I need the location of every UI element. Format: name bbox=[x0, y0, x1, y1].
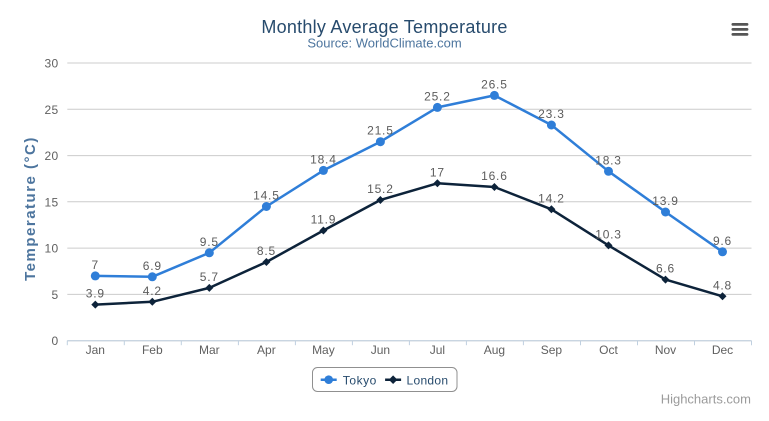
svg-text:26.5: 26.5 bbox=[481, 77, 508, 91]
svg-text:London: London bbox=[407, 373, 449, 387]
svg-text:Jul: Jul bbox=[430, 343, 445, 357]
svg-text:7: 7 bbox=[92, 258, 99, 272]
svg-text:Aug: Aug bbox=[484, 343, 505, 357]
svg-text:17: 17 bbox=[430, 165, 445, 179]
svg-text:4.2: 4.2 bbox=[143, 284, 162, 298]
svg-text:8.5: 8.5 bbox=[257, 244, 276, 258]
svg-text:16.6: 16.6 bbox=[481, 169, 508, 183]
svg-text:15: 15 bbox=[45, 195, 59, 209]
svg-text:0: 0 bbox=[52, 334, 59, 348]
svg-text:5.7: 5.7 bbox=[200, 270, 219, 284]
svg-text:Apr: Apr bbox=[257, 343, 276, 357]
svg-text:25: 25 bbox=[45, 103, 59, 117]
svg-text:10.3: 10.3 bbox=[595, 227, 622, 241]
svg-text:Highcharts.com: Highcharts.com bbox=[661, 392, 751, 407]
svg-text:23.3: 23.3 bbox=[538, 107, 565, 121]
svg-text:18.3: 18.3 bbox=[595, 153, 622, 167]
svg-text:Oct: Oct bbox=[599, 343, 618, 357]
svg-text:3.9: 3.9 bbox=[86, 287, 105, 301]
svg-text:21.5: 21.5 bbox=[367, 124, 394, 138]
svg-text:18.4: 18.4 bbox=[310, 152, 337, 166]
svg-text:10: 10 bbox=[45, 242, 59, 256]
svg-text:Source: WorldClimate.com: Source: WorldClimate.com bbox=[307, 36, 461, 51]
svg-text:4.8: 4.8 bbox=[713, 278, 732, 292]
svg-text:14.2: 14.2 bbox=[538, 191, 565, 205]
svg-text:Tokyo: Tokyo bbox=[343, 373, 377, 387]
svg-text:Mar: Mar bbox=[199, 343, 220, 357]
svg-text:15.2: 15.2 bbox=[367, 182, 394, 196]
svg-text:14.5: 14.5 bbox=[253, 189, 280, 203]
svg-text:Jun: Jun bbox=[371, 343, 390, 357]
svg-text:Temperature (°C): Temperature (°C) bbox=[22, 136, 39, 281]
svg-text:30: 30 bbox=[45, 57, 59, 71]
svg-text:9.5: 9.5 bbox=[200, 235, 219, 249]
svg-text:9.6: 9.6 bbox=[713, 234, 732, 248]
svg-text:Nov: Nov bbox=[655, 343, 676, 357]
svg-text:Jan: Jan bbox=[86, 343, 105, 357]
svg-text:20: 20 bbox=[45, 149, 59, 163]
svg-text:6.6: 6.6 bbox=[656, 262, 675, 276]
svg-text:Dec: Dec bbox=[712, 343, 733, 357]
svg-text:13.9: 13.9 bbox=[652, 194, 679, 208]
svg-text:Feb: Feb bbox=[142, 343, 163, 357]
svg-text:Sep: Sep bbox=[541, 343, 563, 357]
svg-text:5: 5 bbox=[52, 288, 59, 302]
svg-text:May: May bbox=[312, 343, 335, 357]
svg-text:6.9: 6.9 bbox=[143, 259, 162, 273]
svg-text:11.9: 11.9 bbox=[311, 213, 337, 227]
svg-text:25.2: 25.2 bbox=[424, 89, 451, 103]
svg-text:Monthly Average Temperature: Monthly Average Temperature bbox=[261, 17, 507, 37]
